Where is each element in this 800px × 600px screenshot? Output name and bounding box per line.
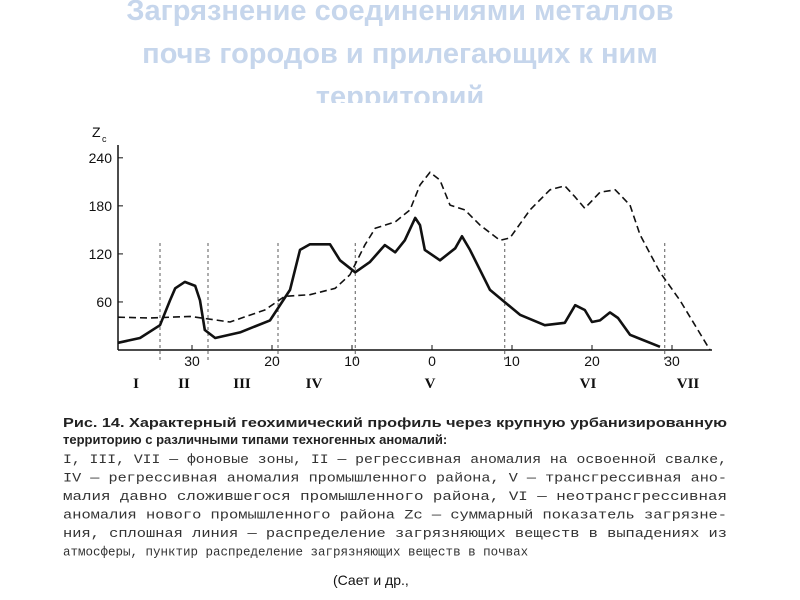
x-tick-label: 0	[428, 353, 436, 369]
caption-heading: территорию с различными типами техногенн…	[63, 432, 447, 447]
dashed-line	[117, 171, 711, 351]
x-tick-label: 20	[264, 353, 280, 369]
caption-body: атмосферы, пунктир распределение загрязн…	[63, 546, 528, 560]
x-tick-label: 30	[184, 353, 200, 369]
caption-body: аномалия нового промышленного района Zс …	[63, 509, 727, 523]
title-line: Загрязнение соединениями металлов	[126, 0, 673, 27]
title-line: почв городов и прилегающих к ним	[142, 38, 658, 70]
zone-label: II	[178, 376, 190, 392]
y-axis-label-sub: c	[102, 134, 107, 144]
slide-title: Загрязнение соединениями металлов почв го…	[126, 0, 673, 113]
caption-body: IV — регрессивная аномалия промышленного…	[63, 472, 727, 486]
y-tick-label: 120	[89, 246, 113, 262]
x-tick-label: 30	[664, 353, 680, 369]
y-axis-label: Z	[92, 124, 101, 140]
caption-body: ния, сплошная линия — распределение загр…	[63, 527, 727, 541]
zone-label: V	[425, 376, 436, 392]
zone-label: I	[133, 376, 139, 392]
caption-heading: Рис. 14. Характерный геохимический профи…	[63, 415, 727, 430]
x-tick-label: 20	[584, 353, 600, 369]
y-tick-label: 60	[96, 294, 112, 310]
zone-label: III	[233, 376, 251, 392]
zone-label: IV	[306, 376, 323, 392]
citation: (Сает и др.,	[333, 572, 409, 588]
caption-body: малия давно сложившегося промышленного р…	[63, 490, 727, 504]
caption-body: I, III, VII — фоновые зоны, II — регресс…	[63, 453, 727, 467]
y-tick-label: 240	[89, 150, 113, 166]
caption: Рис. 14. Характерный геохимический профи…	[63, 415, 727, 560]
x-tick-label: 10	[504, 353, 520, 369]
x-tick-label: 10	[344, 353, 360, 369]
zone-label: VI	[580, 376, 597, 392]
solid-line	[117, 216, 661, 349]
zone-label: VII	[677, 376, 700, 392]
y-tick-label: 180	[89, 198, 113, 214]
